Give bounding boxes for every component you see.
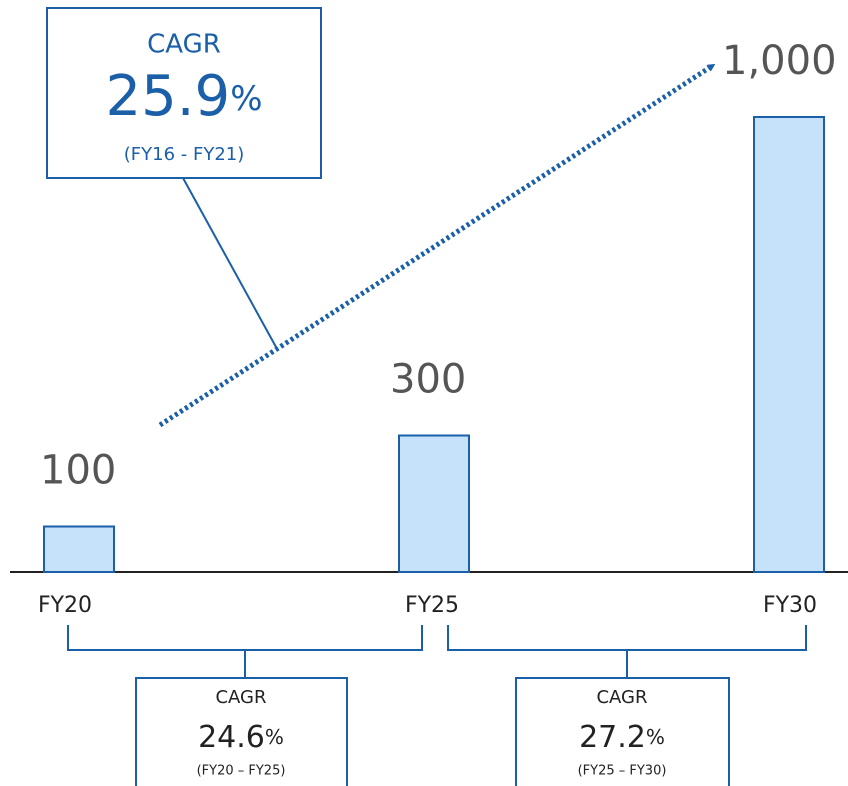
bracket xyxy=(447,625,807,678)
annotation-box xyxy=(46,7,322,179)
annotation-title: CAGR xyxy=(596,687,647,708)
x-tick-label: FY25 xyxy=(405,593,459,618)
x-tick-label: FY30 xyxy=(763,593,817,618)
leader-line xyxy=(182,177,277,348)
annotation-period: (FY20 – FY25) xyxy=(197,764,286,779)
trend-arrow xyxy=(158,63,716,428)
rate-unit: % xyxy=(230,79,262,119)
rate-unit: % xyxy=(646,725,665,749)
bar xyxy=(398,434,470,573)
bracket xyxy=(67,625,423,678)
rate-value: 25.9 xyxy=(106,64,231,129)
value-label: 1,000 xyxy=(722,38,837,84)
annotation-title: CAGR xyxy=(215,687,266,708)
annotation-title: CAGR xyxy=(147,30,221,60)
annotation-period: (FY25 – FY30) xyxy=(578,764,667,779)
annotation-box xyxy=(515,677,730,786)
bar xyxy=(43,525,115,573)
rate-value: 27.2 xyxy=(579,720,646,755)
annotation-rate: 25.9% xyxy=(106,64,263,129)
bar xyxy=(753,116,825,573)
value-label: 300 xyxy=(390,357,466,403)
x-tick-label: FY20 xyxy=(38,593,92,618)
annotation-rate: 27.2% xyxy=(579,720,665,755)
annotation-period: (FY16 - FY21) xyxy=(124,144,245,165)
rate-value: 24.6 xyxy=(198,720,265,755)
annotation-box xyxy=(135,677,348,786)
value-label: 100 xyxy=(40,448,116,494)
annotation-rate: 24.6% xyxy=(198,720,284,755)
rate-unit: % xyxy=(265,725,284,749)
